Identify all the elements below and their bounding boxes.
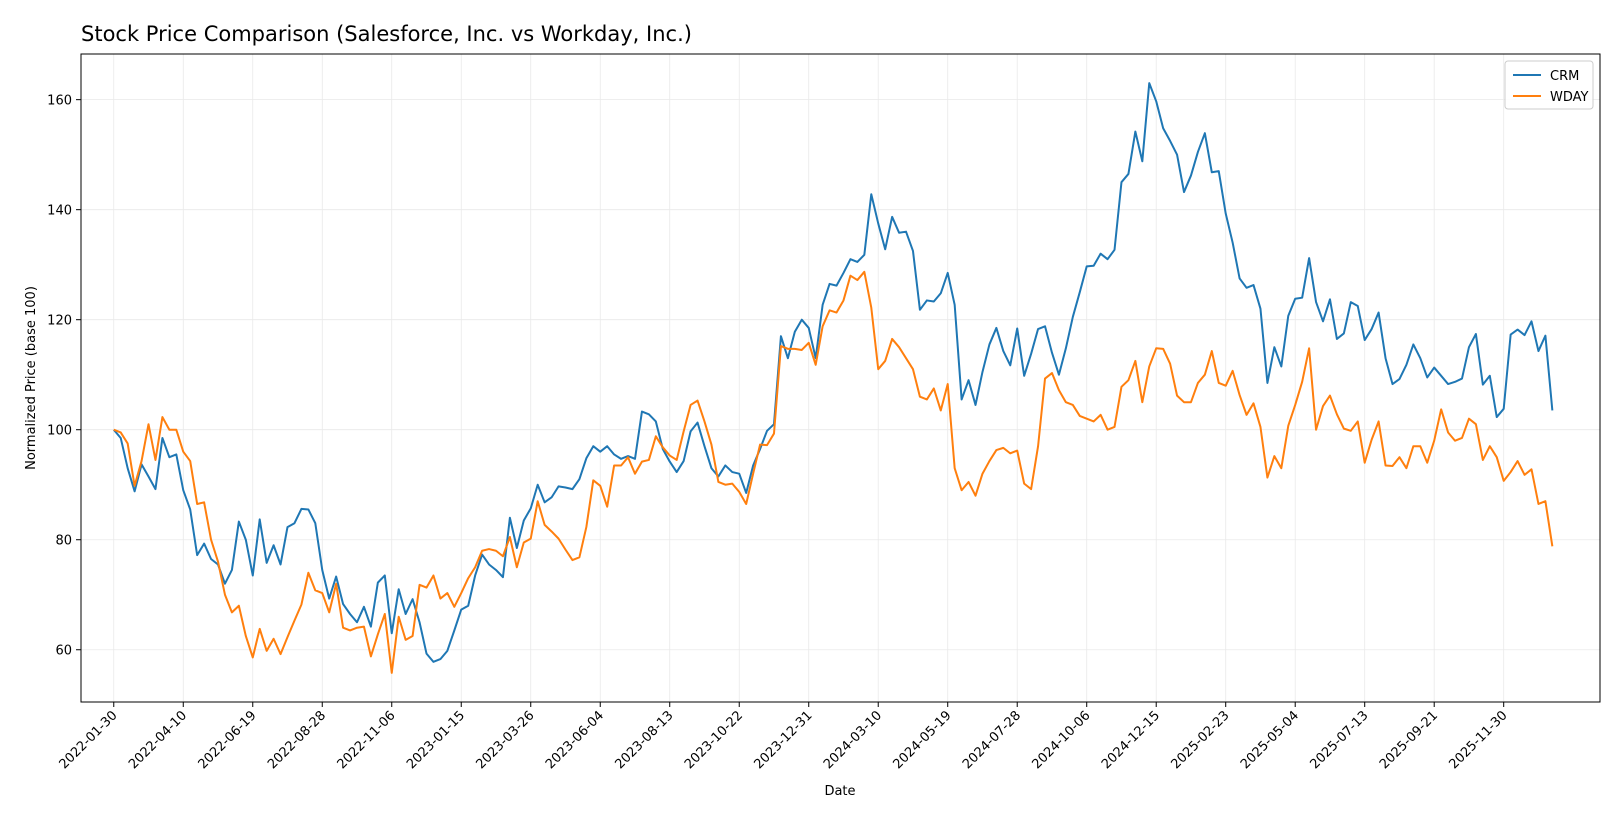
legend: CRM WDAY [1504,60,1594,110]
y-tick-label: 140 [47,204,72,219]
x-tick-label: 2022-01-30 [57,708,121,772]
series-line-wday [113,270,1554,674]
series-lines [112,82,1554,674]
x-tick-label: 2025-11-30 [1446,708,1510,772]
x-tick-label: 2022-04-10 [126,708,190,772]
y-tick-label: 160 [47,94,72,109]
x-axis: 2022-01-30 2022-04-10 2022-06-19 2022-08-28… [57,702,1511,772]
x-tick-label: 2024-03-10 [821,708,885,772]
legend-label-crm: CRM [1550,69,1579,84]
grid-lines [81,54,1600,702]
x-tick-label: 2023-06-04 [543,708,607,772]
x-tick-label: 2023-10-22 [682,708,746,772]
x-tick-label: 2022-11-06 [335,708,399,772]
chart-title: Stock Price Comparison (Salesforce, Inc.… [81,22,692,46]
x-tick-label: 2024-05-19 [891,708,955,772]
y-tick-label: 120 [47,314,72,329]
x-tick-label: 2024-07-28 [960,708,1024,772]
y-axis-label: Normalized Price (base 100) [24,286,39,470]
x-tick-label: 2024-12-15 [1099,708,1163,772]
series-line-crm [112,82,1554,663]
y-tick-label: 80 [55,534,72,549]
y-tick-label: 100 [47,424,72,439]
x-tick-label: 2022-06-19 [196,708,260,772]
x-tick-label: 2025-05-04 [1238,708,1302,772]
x-tick-label: 2025-02-23 [1169,708,1233,772]
x-tick-label: 2022-08-28 [265,708,329,772]
y-axis: 60 80 100 120 140 160 [47,94,81,659]
x-tick-label: 2023-12-31 [752,708,816,772]
x-tick-label: 2023-08-13 [613,708,677,772]
y-tick-label: 60 [55,644,72,659]
x-tick-label: 2023-01-15 [404,708,468,772]
plot-frame [80,53,1601,703]
x-tick-label: 2023-03-26 [474,708,538,772]
x-tick-label: 2024-10-06 [1030,708,1094,772]
x-tick-label: 2025-07-13 [1307,708,1371,772]
x-axis-label: Date [824,784,855,799]
x-tick-label: 2025-09-21 [1377,708,1441,772]
legend-label-wday: WDAY [1550,90,1589,105]
